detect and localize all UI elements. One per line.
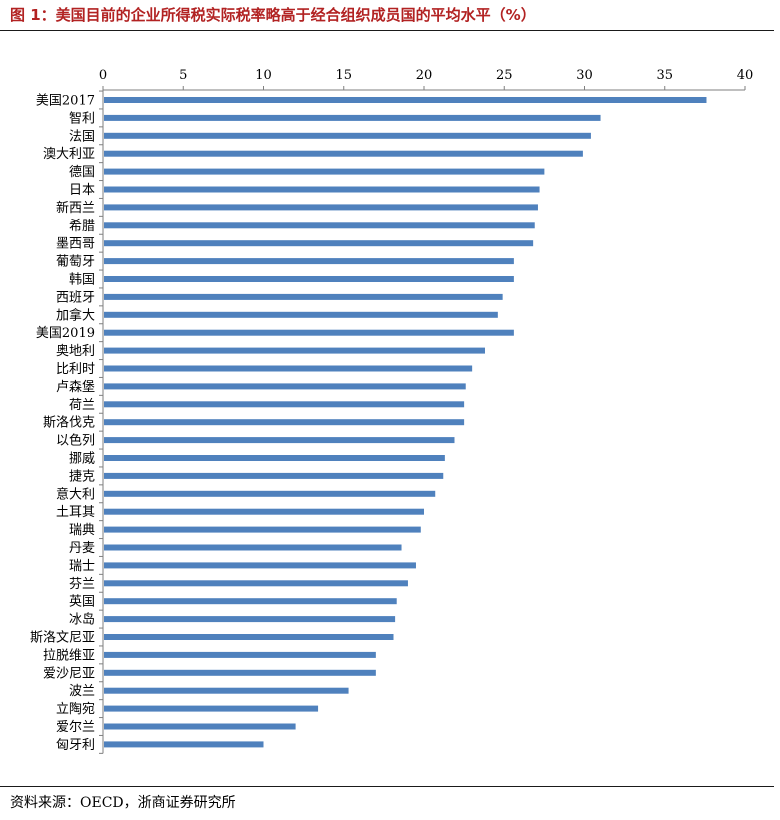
y-tick-label: 荷兰 — [69, 398, 95, 413]
title-divider — [0, 30, 774, 31]
bar — [104, 562, 416, 569]
bar — [104, 705, 319, 712]
y-tick-label: 芬兰 — [69, 577, 95, 592]
y-tick-label: 波兰 — [69, 684, 95, 699]
x-tick-label: 20 — [416, 68, 433, 83]
bar-chart: 0 5 10 15 20 25 30 35 40 美国2017 智利法国澳大利亚德国日本新西兰希腊… — [30, 68, 754, 754]
bar — [104, 204, 538, 211]
y-tick-label: 英国 — [69, 595, 95, 610]
x-tick-label: 0 — [99, 68, 107, 83]
bar — [104, 258, 514, 265]
bar — [104, 580, 408, 587]
y-tick-label: 奥地利 — [56, 344, 95, 359]
bar — [104, 723, 296, 730]
bar — [104, 276, 514, 282]
x-tick-label: 30 — [576, 68, 593, 83]
y-tick-label: 捷克 — [69, 469, 95, 484]
y-tick-label: 意大利 — [56, 486, 95, 502]
x-tick-label: 10 — [255, 68, 272, 83]
bar — [104, 455, 445, 461]
x-tick-label: 15 — [335, 68, 352, 83]
y-tick-label: 希腊 — [69, 219, 95, 234]
y-tick-label: 丹麦 — [69, 541, 95, 556]
bar — [104, 634, 394, 640]
bar — [104, 472, 444, 479]
y-tick-label: 匈牙利 — [56, 738, 95, 753]
x-tick-label: 35 — [656, 68, 673, 83]
bar — [104, 437, 455, 444]
y-tick-label: 斯洛文尼亚 — [30, 631, 95, 646]
y-tick-label: 西班牙 — [56, 290, 95, 305]
y-tick-label: 加拿大 — [56, 307, 95, 323]
bar — [104, 616, 396, 623]
bar — [104, 132, 591, 139]
y-tick-label: 挪威 — [69, 452, 95, 467]
bar — [104, 669, 376, 676]
bar — [104, 114, 601, 121]
x-tick-label: 5 — [179, 68, 187, 83]
bar — [104, 293, 503, 300]
bar — [104, 365, 473, 372]
y-tick-label: 德国 — [69, 165, 95, 180]
x-axis: 0 5 10 15 20 25 30 35 40 — [99, 68, 754, 91]
y-tick-label: 韩国 — [69, 273, 95, 288]
bar — [104, 383, 466, 390]
y-tick-label: 澳大利亚 — [43, 146, 95, 162]
bar — [104, 97, 707, 103]
bar — [104, 329, 514, 336]
y-tick-label: 墨西哥 — [56, 237, 95, 252]
y-tick-label: 立陶宛 — [56, 701, 95, 717]
bars — [104, 97, 707, 748]
y-tick-label: 瑞典 — [69, 523, 95, 538]
y-tick-label: 冰岛 — [69, 612, 95, 628]
y-axis: 美国2017 智利法国澳大利亚德国日本新西兰希腊墨西哥葡萄牙韩国西班牙加拿大美国2… — [30, 90, 104, 754]
bar — [104, 347, 485, 354]
bar — [104, 526, 421, 533]
bar — [104, 186, 540, 193]
bar — [104, 401, 465, 408]
bar — [104, 240, 534, 247]
y-tick-label: 土耳其 — [56, 505, 95, 520]
y-tick-label: 日本 — [69, 183, 95, 198]
y-tick-label: 美国2017 — [36, 94, 95, 109]
chart-title: 图 1：美国目前的企业所得税实际税率略高于经合组织成员国的平均水平（%） — [10, 6, 536, 24]
y-tick-label: 拉脱维亚 — [43, 648, 95, 663]
bar — [104, 168, 545, 175]
footer-divider — [0, 786, 774, 787]
y-tick-label: 爱沙尼亚 — [43, 666, 95, 681]
y-tick-label: 以色列 — [56, 433, 95, 449]
bar — [104, 150, 583, 157]
y-tick-label: 卢森堡 — [56, 379, 95, 395]
y-tick-label: 比利时 — [56, 362, 95, 377]
bar — [104, 311, 498, 318]
y-tick-label: 瑞士 — [69, 559, 95, 574]
bar — [104, 544, 402, 551]
bar — [104, 741, 264, 748]
bar — [104, 508, 424, 515]
bar — [104, 490, 436, 497]
y-tick-label: 新西兰 — [56, 200, 95, 216]
y-tick-label: 斯洛伐克 — [43, 416, 95, 431]
bar — [104, 687, 349, 694]
y-tick-label: 智利 — [69, 111, 95, 126]
y-tick-label: 爱尔兰 — [56, 720, 95, 735]
source-note: 资料来源：OECD，浙商证券研究所 — [10, 795, 236, 811]
bar — [104, 222, 535, 229]
x-tick-label: 40 — [737, 68, 754, 83]
bar — [104, 651, 376, 658]
bar — [104, 598, 397, 605]
y-tick-label: 法国 — [69, 129, 95, 144]
x-tick-label: 25 — [496, 68, 513, 83]
y-tick-label: 美国2019 — [36, 326, 95, 341]
y-tick-label: 葡萄牙 — [56, 255, 95, 270]
bar — [104, 419, 465, 426]
